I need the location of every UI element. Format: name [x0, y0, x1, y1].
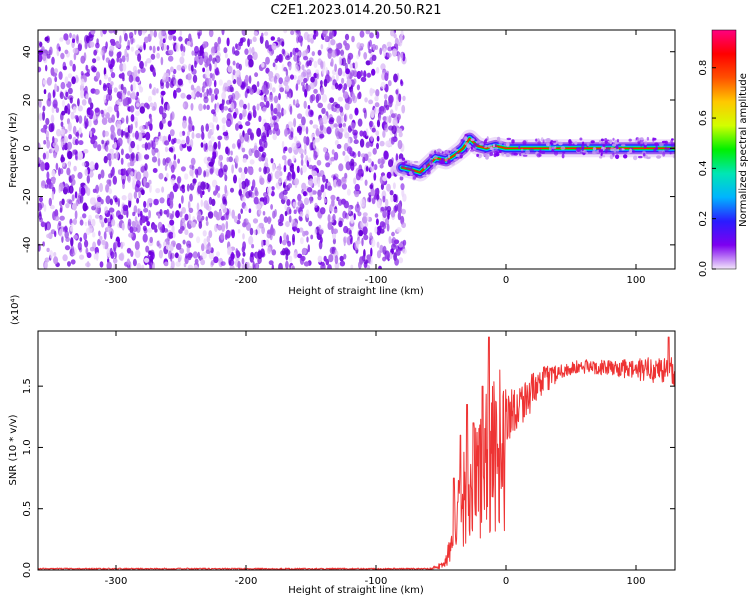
colorbar: 0.0 0.2 0.4 0.6 0.8 Normalized spectral ampl… — [698, 29, 749, 277]
snr-y-axis-label: SNR (10 * v/v) — [8, 414, 19, 485]
snr-x-tick-label: -200 — [235, 576, 258, 587]
snr-y-tick-label: 1.5 — [22, 378, 33, 394]
spectrogram-y-tick-label: 40 — [22, 45, 33, 58]
snr-frame — [37, 330, 676, 571]
spectrogram-x-axis-label: Height of straight line (km) — [288, 286, 424, 297]
spectrogram-y-tick-label: 20 — [22, 94, 33, 107]
colorbar-gradient — [712, 30, 736, 269]
snr-x-tick-label: -100 — [365, 576, 388, 587]
colorbar-tick-label: 0.4 — [698, 160, 709, 176]
spectrogram-y-tick-label: 0 — [22, 145, 33, 151]
colorbar-tick-label: 0.8 — [698, 60, 709, 76]
noise-speckle — [38, 30, 407, 269]
snr-x-axis-label: Height of straight line (km) — [288, 585, 424, 596]
spectrogram-y-tick-label: -40 — [22, 237, 33, 253]
snr-y-tick-label: 0.5 — [22, 501, 33, 517]
figure-title: C2E1.2023.014.20.50.R21 — [270, 3, 441, 18]
spectrogram-x-tick-label: 100 — [626, 275, 645, 286]
spectrogram-y-tick-label: -20 — [22, 188, 33, 204]
colorbar-label: Normalized spectral amplitude — [738, 73, 749, 227]
signal-scatter — [400, 133, 675, 181]
snr-y-multiplier: (x10⁴) — [10, 294, 21, 325]
snr-x-tick-label: 0 — [503, 576, 509, 587]
spectrogram-x-tick-label: -100 — [365, 275, 388, 286]
spectrogram-y-axis-label: Frequency (Hz) — [8, 112, 19, 188]
spectrogram-x-tick-label: -300 — [105, 275, 128, 286]
colorbar-tick-label: 0.2 — [698, 211, 709, 227]
snr-panel: -300 -200 -100 0 100 0.0 0.5 1.0 1.5 Height of … — [8, 294, 676, 596]
snr-series-line — [38, 336, 675, 570]
spectrogram-x-tick-label: 0 — [503, 275, 509, 286]
snr-x-tick-label: 100 — [626, 576, 645, 587]
colorbar-frame — [711, 29, 737, 270]
colorbar-tick-label: 0.6 — [698, 110, 709, 126]
snr-y-tick-label: 1.0 — [22, 439, 33, 455]
colorbar-tick-label: 0.0 — [698, 261, 709, 277]
spectrogram-frame — [37, 29, 676, 270]
snr-y-tick-label: 0.0 — [22, 562, 33, 578]
snr-x-tick-label: -300 — [105, 576, 128, 587]
spectrogram-x-tick-label: -200 — [235, 275, 258, 286]
